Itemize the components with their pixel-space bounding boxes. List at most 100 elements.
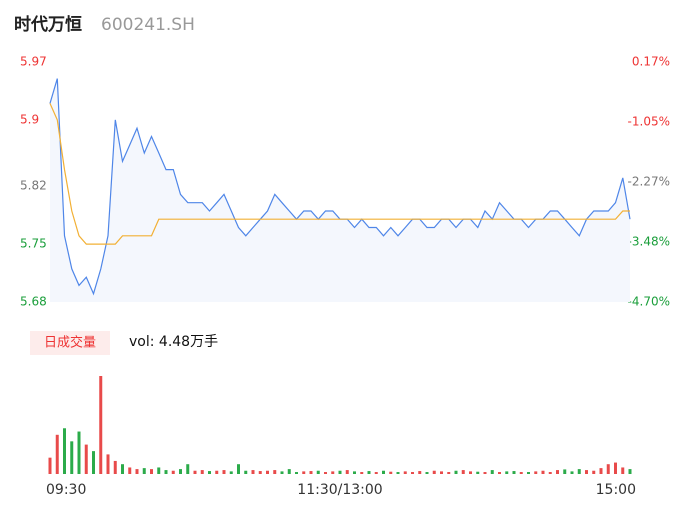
volume-bar <box>316 470 320 474</box>
volume-bar <box>556 470 559 474</box>
volume-bar <box>135 469 139 474</box>
volume-bar <box>128 467 132 474</box>
volume-bar <box>628 469 632 474</box>
volume-bar <box>382 470 385 474</box>
volume-bar <box>519 472 523 474</box>
volume-bar <box>164 470 168 474</box>
volume-bar <box>541 470 545 474</box>
volume-bar <box>483 472 487 474</box>
stock-code: 600241.SH <box>101 15 195 35</box>
volume-bar <box>55 434 59 474</box>
y2-tick-label: -3.48% <box>628 234 670 248</box>
volume-bar <box>179 469 182 474</box>
volume-badge-bg <box>30 331 110 355</box>
volume-bar <box>309 471 313 474</box>
volume-bar <box>577 469 581 474</box>
volume-bar <box>606 464 610 474</box>
volume-bar <box>84 444 88 474</box>
volume-bar <box>563 469 567 474</box>
x-tick-label: 09:30 <box>46 482 86 498</box>
volume-bar <box>454 470 458 474</box>
volume-bar <box>585 470 588 474</box>
volume-bar <box>186 464 190 474</box>
y-tick-label: 5.82 <box>20 179 47 193</box>
y-tick-label: 5.75 <box>20 237 47 251</box>
volume-bar <box>411 472 414 474</box>
volume-bar <box>287 469 291 474</box>
volume-bar <box>113 460 117 474</box>
volume-bar <box>142 468 146 474</box>
volume-bar <box>360 472 364 474</box>
average-line <box>49 103 630 245</box>
volume-bar <box>77 431 81 474</box>
volume-bar <box>331 471 335 474</box>
volume-bar <box>403 471 407 474</box>
volume-bar <box>367 471 371 474</box>
volume-bar <box>121 464 124 474</box>
volume-bar <box>621 467 625 474</box>
volume-bar <box>106 454 110 474</box>
chart-title: 时代万恒 <box>14 14 82 35</box>
volume-bar <box>215 470 219 474</box>
volume-bar <box>295 472 298 474</box>
y-tick-label: 5.9 <box>20 112 39 126</box>
volume-bar <box>273 470 277 474</box>
y-tick-label: 5.68 <box>20 295 47 309</box>
volume-bar <box>548 472 552 474</box>
volume-bar <box>251 470 255 474</box>
volume-bar <box>396 472 400 474</box>
volume-bar <box>200 470 204 474</box>
volume-bar <box>324 472 327 474</box>
volume-bar <box>338 470 342 474</box>
volume-bar <box>237 464 240 474</box>
volume-bar <box>447 472 451 474</box>
volume-bar <box>570 471 574 474</box>
y2-tick-label: -1.05% <box>628 115 670 129</box>
volume-bar <box>171 470 175 474</box>
x-tick-label: 15:00 <box>596 482 636 498</box>
x-tick-label: 11:30/13:00 <box>297 482 382 498</box>
volume-bar <box>70 441 74 474</box>
y2-tick-label: -4.70% <box>628 295 670 309</box>
y-tick-label: 5.97 <box>20 55 47 69</box>
volume-bar <box>193 470 197 474</box>
volume-bar <box>425 472 429 474</box>
volume-bar <box>92 451 95 474</box>
volume-bar <box>157 467 161 474</box>
volume-bar <box>432 470 436 474</box>
volume-text: vol: 4.48万手 <box>129 334 218 350</box>
volume-bar <box>490 470 494 474</box>
volume-bar <box>280 471 284 474</box>
volume-bar <box>476 471 480 474</box>
volume-bar <box>534 471 538 474</box>
volume-bar <box>302 471 306 474</box>
volume-bar <box>258 471 262 474</box>
y2-tick-label: -2.27% <box>628 175 670 189</box>
volume-bar <box>440 471 443 474</box>
volume-bar <box>461 470 465 474</box>
y2-tick-label: 0.17% <box>632 55 670 69</box>
volume-bar <box>353 471 356 474</box>
volume-bar <box>345 470 349 474</box>
volume-bar <box>614 462 617 474</box>
volume-bar <box>592 470 596 474</box>
volume-bar <box>150 469 153 474</box>
volume-bar <box>48 457 52 474</box>
volume-bar <box>208 471 211 474</box>
volume-bar <box>527 472 530 474</box>
volume-bar <box>599 468 603 474</box>
volume-bar <box>63 428 66 474</box>
volume-bar <box>374 472 378 474</box>
price-area <box>50 78 630 302</box>
volume-bar <box>512 471 516 474</box>
volume-bar <box>229 471 233 474</box>
volume-bar <box>222 470 226 474</box>
volume-badge: 日成交量 <box>44 335 96 351</box>
volume-bar <box>99 376 103 474</box>
volume-bar <box>244 470 248 474</box>
volume-bar <box>469 471 472 474</box>
volume-bar <box>505 471 509 474</box>
volume-bar <box>389 471 393 474</box>
volume-bar <box>266 470 269 474</box>
